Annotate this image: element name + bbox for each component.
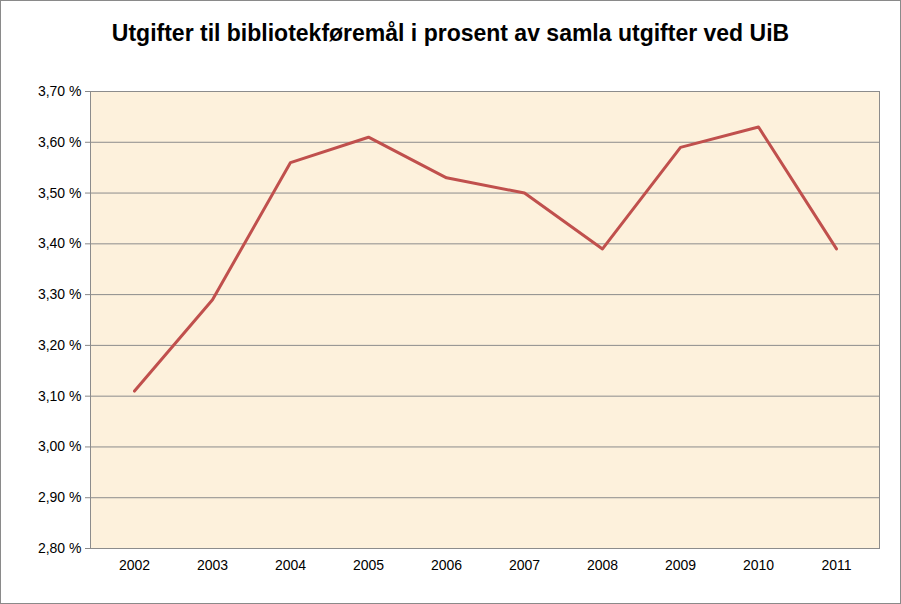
svg-text:3,20 %: 3,20 % <box>38 337 82 353</box>
svg-text:3,60 %: 3,60 % <box>38 134 82 150</box>
svg-text:2003: 2003 <box>197 557 228 573</box>
svg-text:2006: 2006 <box>431 557 462 573</box>
html-text:Utgifter til bibliotekføremål: Utgifter til bibliotekføremål i prosent … <box>111 20 790 46</box>
svg-text:2010: 2010 <box>743 557 774 573</box>
svg-text:3,30 %: 3,30 % <box>38 286 82 302</box>
svg-text:2002: 2002 <box>119 557 150 573</box>
svg-text:2004: 2004 <box>275 557 306 573</box>
svg-text:3,70 %: 3,70 % <box>38 83 82 99</box>
svg-text:2008: 2008 <box>587 557 618 573</box>
svg-text:2007: 2007 <box>509 557 540 573</box>
svg-text:3,50 %: 3,50 % <box>38 185 82 201</box>
svg-text:2005: 2005 <box>353 557 384 573</box>
svg-text:3,10 %: 3,10 % <box>38 388 82 404</box>
svg-text:3,00 %: 3,00 % <box>38 438 82 454</box>
svg-text:2,90 %: 2,90 % <box>38 489 82 505</box>
svg-text:2009: 2009 <box>665 557 696 573</box>
svg-text:3,40 %: 3,40 % <box>38 235 82 251</box>
svg-text:2011: 2011 <box>821 557 851 573</box>
svg-text:2,80 %: 2,80 % <box>38 540 82 556</box>
